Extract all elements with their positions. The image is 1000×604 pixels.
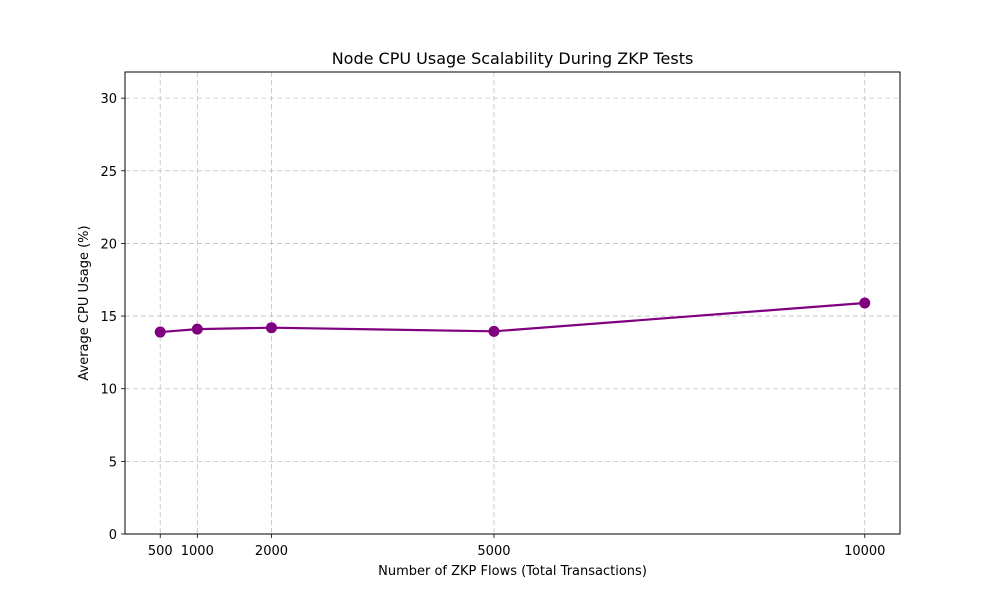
y-tick-label: 25 [100,165,117,180]
y-tick-label: 5 [109,455,117,470]
series-line [159,301,866,334]
data-point [154,326,166,338]
data-point [265,322,277,334]
y-axis-label: Average CPU Usage (%) [77,225,92,380]
x-tick-label: 500 [148,544,173,559]
y-tick-label: 15 [100,310,117,325]
y-tick-label: 30 [100,92,117,107]
y-tick-label: 10 [100,383,117,398]
y-tick-label: 0 [109,528,117,543]
plot-frame [124,71,901,535]
tick-layer: 500 1000 2000 5000 10000 0 5 10 15 20 25 30 [100,92,885,559]
x-tick-label: 10000 [844,544,885,559]
x-tick-label: 2000 [255,544,288,559]
y-tick-label: 20 [100,237,117,252]
x-axis-label: Number of ZKP Flows (Total Transactions) [378,564,647,579]
x-tick-label: 1000 [181,544,214,559]
series-layer [154,297,871,338]
data-point [191,323,203,335]
data-point [859,297,871,309]
x-tick-label: 5000 [477,544,510,559]
grid-layer [125,72,900,535]
chart-title: Node CPU Usage Scalability During ZKP Te… [332,49,694,68]
data-point [488,325,500,337]
